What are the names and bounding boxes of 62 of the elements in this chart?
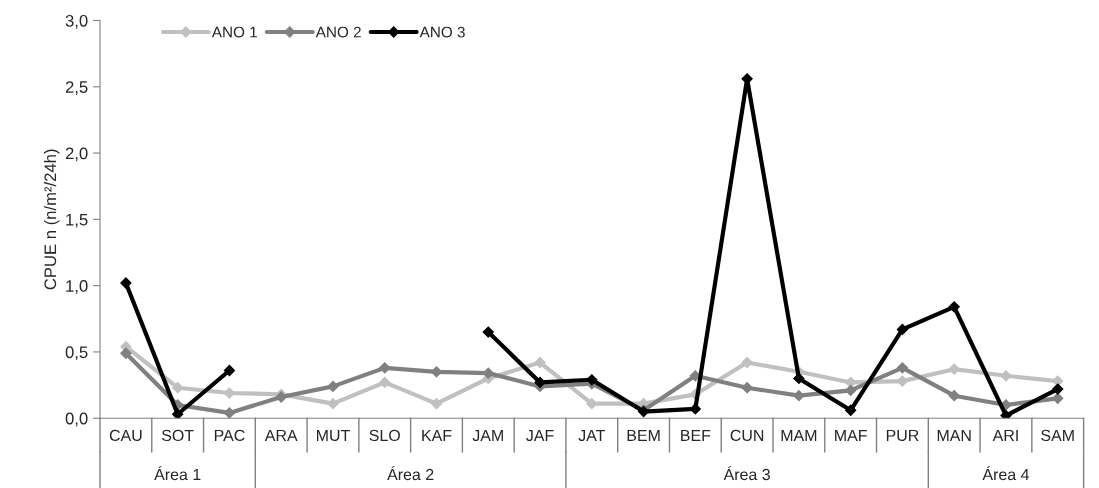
point (948, 363, 960, 375)
point (120, 347, 132, 359)
y-tick-label: 2,0 (65, 147, 88, 162)
point (845, 404, 857, 416)
point (223, 364, 236, 377)
y-tick-label: 0,5 (65, 346, 88, 361)
y-tick-label: 2,5 (65, 81, 88, 95)
x-tick-label: JAM (472, 429, 503, 442)
point (741, 356, 753, 369)
y-tick-label: 0,0 (65, 412, 88, 427)
point (845, 384, 857, 396)
point (948, 301, 960, 313)
text: Área 3 (723, 466, 770, 481)
point (482, 326, 494, 338)
x-tick-label: MAN (937, 429, 971, 441)
legend-label: ANO 2 (315, 26, 361, 38)
text: Área 2 (387, 466, 434, 481)
x-tick-label: CAU (109, 429, 142, 442)
text: Área 1 (154, 466, 201, 481)
point (896, 323, 909, 335)
point (948, 390, 960, 402)
point (172, 408, 184, 419)
point (379, 376, 391, 389)
y-tick-label: 1,0 (66, 280, 88, 294)
point (534, 356, 546, 369)
point (327, 380, 339, 393)
y-tick-label: 3,0 (65, 14, 88, 29)
point (1000, 370, 1012, 382)
x-tick-label: JAT (578, 429, 606, 442)
legend-label: ANO 1 (211, 26, 257, 38)
x-tick-label: PAC (214, 429, 245, 442)
point (534, 376, 546, 389)
point (223, 407, 236, 419)
x-tick-label: KAF (422, 429, 452, 441)
point (1052, 392, 1064, 404)
x-tick-label: MAM (781, 429, 817, 441)
x-tick-label: MAF (835, 429, 867, 441)
point (1052, 383, 1064, 395)
x-tick-label: ARA (264, 429, 298, 441)
point (896, 362, 909, 374)
legend-label: ANO 3 (419, 26, 465, 38)
point (586, 374, 598, 386)
x-tick-label: ARI (992, 429, 1018, 441)
point (1000, 409, 1012, 419)
y-axis-title: CPUE n (n/m²/24h) (43, 149, 60, 290)
point (430, 398, 443, 410)
x-tick-label: BEM (627, 429, 660, 441)
point (327, 398, 339, 410)
x-tick-label: MUT (316, 429, 350, 442)
point (793, 372, 805, 385)
point (741, 382, 753, 394)
x-tick-label: BEF (681, 429, 711, 441)
y-tick-label: 1,5 (66, 213, 88, 228)
x-tick-label: JAF (526, 429, 554, 442)
x-tick-label: PUR (886, 429, 919, 442)
point (120, 277, 132, 289)
x-tick-label: SAM (1041, 429, 1074, 442)
x-tick-label: SLO (369, 429, 400, 442)
x-tick-label: CUN (730, 429, 764, 442)
text: Área 4 (982, 466, 1030, 481)
point (793, 390, 805, 402)
x-tick-label: SOT (161, 429, 194, 442)
